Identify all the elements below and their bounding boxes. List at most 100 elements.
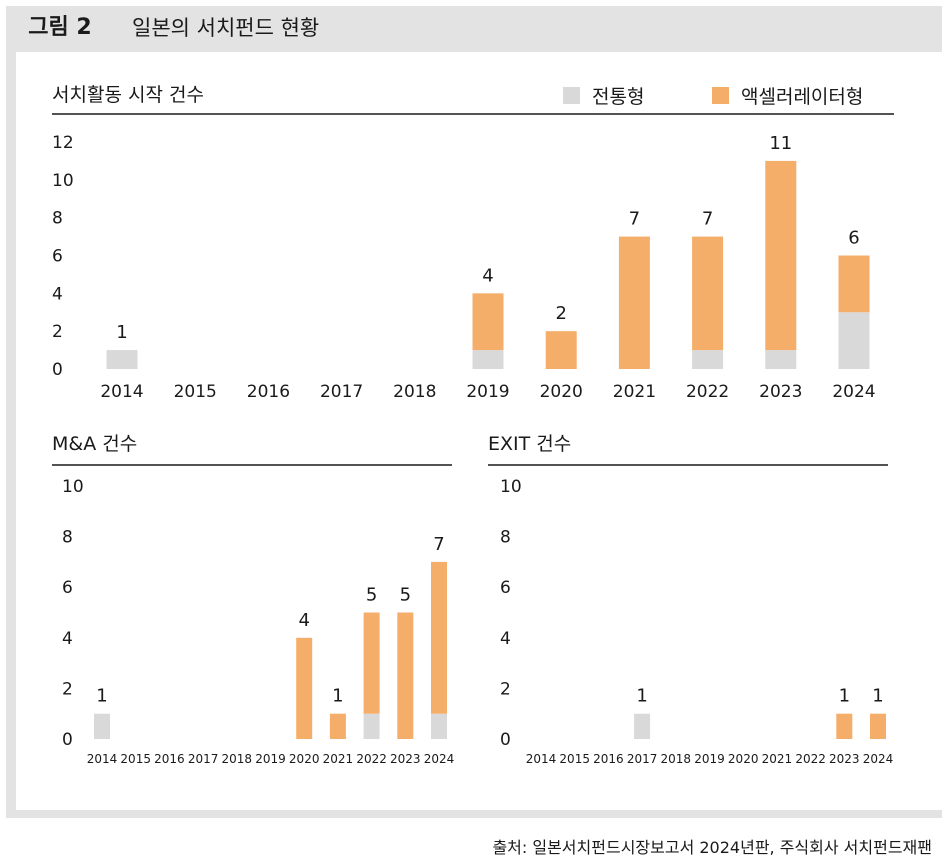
y-tick-label: 0 [52,360,63,380]
bar-traditional [692,350,724,369]
chart3-plot: 0 2 4 6 8 10 2014 2015 2016 1 2017 2018 2019 2020 2021… [500,477,893,766]
y-tick-label: 0 [500,730,511,750]
bar-total-label: 5 [366,585,377,606]
x-tick-label: 2019 [694,752,725,766]
bar-accelerator [692,236,724,351]
x-tick-label: 2022 [356,752,387,766]
y-tick-label: 10 [62,477,84,497]
x-tick-label: 2024 [424,752,455,766]
bar-accelerator [545,331,577,369]
y-tick-label: 2 [500,679,511,699]
x-tick-label: 2024 [832,382,875,402]
bar-traditional [838,312,870,369]
x-tick-label: 2022 [686,382,729,402]
chart2-plot: 0 2 4 6 8 10 1 2014 2015 2016 2017 2018 2019 4 2020 1 20… [62,477,454,766]
x-tick-label: 2021 [323,752,354,766]
x-tick-label: 2019 [466,382,509,402]
x-tick-label: 2023 [829,752,860,766]
x-tick-label: 2023 [759,382,802,402]
bar-total-label: 11 [769,133,792,154]
bar-total-label: 7 [702,209,713,230]
bar-accelerator [618,236,650,369]
x-tick-label: 2018 [393,382,436,402]
y-tick-label: 4 [62,629,73,649]
figure-tag: 그림 2 [6,6,114,50]
bar-total-label: 7 [433,534,444,555]
x-tick-label: 2016 [593,752,624,766]
chart2-title: M&A 건수 [52,433,137,455]
y-tick-label: 10 [52,171,74,191]
x-tick-label: 2020 [728,752,759,766]
bar-total-label: 1 [96,686,107,707]
bar-accelerator [870,713,886,739]
bar-accelerator [296,637,313,739]
bar-total-label: 1 [116,322,127,343]
x-tick-label: 2017 [320,382,363,402]
figure-source: 출처: 일본서치펀드시장보고서 2024년판, 주식회사 서치펀드재팬 [492,838,932,857]
bar-accelerator [838,255,870,313]
legend-swatch-traditional [563,87,580,104]
y-tick-label: 2 [62,679,73,699]
x-tick-label: 2018 [661,752,692,766]
y-tick-label: 4 [52,284,63,304]
y-tick-label: 6 [500,578,511,598]
bar-total-label: 4 [298,610,309,631]
legend-label-accelerator: 액셀러레이터형 [741,86,863,108]
x-tick-label: 2020 [289,752,320,766]
bar-traditional [94,713,110,739]
bar-traditional [634,713,651,739]
y-tick-label: 0 [62,730,73,750]
y-tick-label: 2 [52,322,63,342]
x-tick-label: 2023 [390,752,421,766]
x-tick-label: 2019 [255,752,286,766]
bar-traditional [765,350,797,369]
bar-traditional [363,713,380,739]
bar-total-label: 7 [629,209,640,230]
x-tick-label: 2014 [526,752,557,766]
bar-total-label: 1 [332,686,343,707]
x-tick-label: 2017 [188,752,219,766]
x-tick-label: 2022 [795,752,826,766]
y-tick-label: 8 [52,209,63,229]
x-tick-label: 2017 [627,752,658,766]
y-tick-label: 6 [52,247,63,267]
bar-total-label: 4 [482,265,493,286]
bar-total-label: 1 [872,686,883,707]
bar-accelerator [765,160,797,351]
y-tick-label: 12 [52,133,74,153]
bar-accelerator [397,612,414,739]
figure-title: 일본의 서치펀드 현황 [114,6,942,50]
chart1-title: 서치활동 시작 건수 [52,84,204,106]
x-tick-label: 2020 [540,382,583,402]
bar-total-label: 2 [555,303,566,324]
bar-accelerator [472,293,504,351]
y-tick-label: 8 [500,528,511,548]
bar-traditional [472,350,504,369]
y-tick-label: 6 [62,578,73,598]
x-tick-label: 2015 [559,752,590,766]
x-tick-label: 2016 [154,752,185,766]
bar-accelerator [329,713,346,739]
bar-traditional [431,713,447,739]
bar-total-label: 1 [636,686,647,707]
x-tick-label: 2024 [863,752,894,766]
x-tick-label: 2018 [222,752,253,766]
y-tick-label: 10 [500,477,522,497]
bar-accelerator [431,561,447,714]
x-tick-label: 2021 [762,752,793,766]
x-tick-label: 2015 [174,382,217,402]
bar-total-label: 5 [400,585,411,606]
x-tick-label: 2016 [247,382,290,402]
chart3-title: EXIT 건수 [488,433,571,455]
y-tick-label: 8 [62,528,73,548]
x-tick-label: 2015 [120,752,151,766]
bar-accelerator [836,713,853,739]
x-tick-label: 2021 [613,382,656,402]
legend-swatch-accelerator [712,87,729,104]
bar-accelerator [363,612,380,714]
x-tick-label: 2014 [87,752,118,766]
x-tick-label: 2014 [100,382,143,402]
bar-traditional [106,350,138,369]
chart1-plot: 0 2 4 6 8 10 12 1 2014 2015 2016 2017 2018 4 2019 2 2020… [52,133,876,402]
